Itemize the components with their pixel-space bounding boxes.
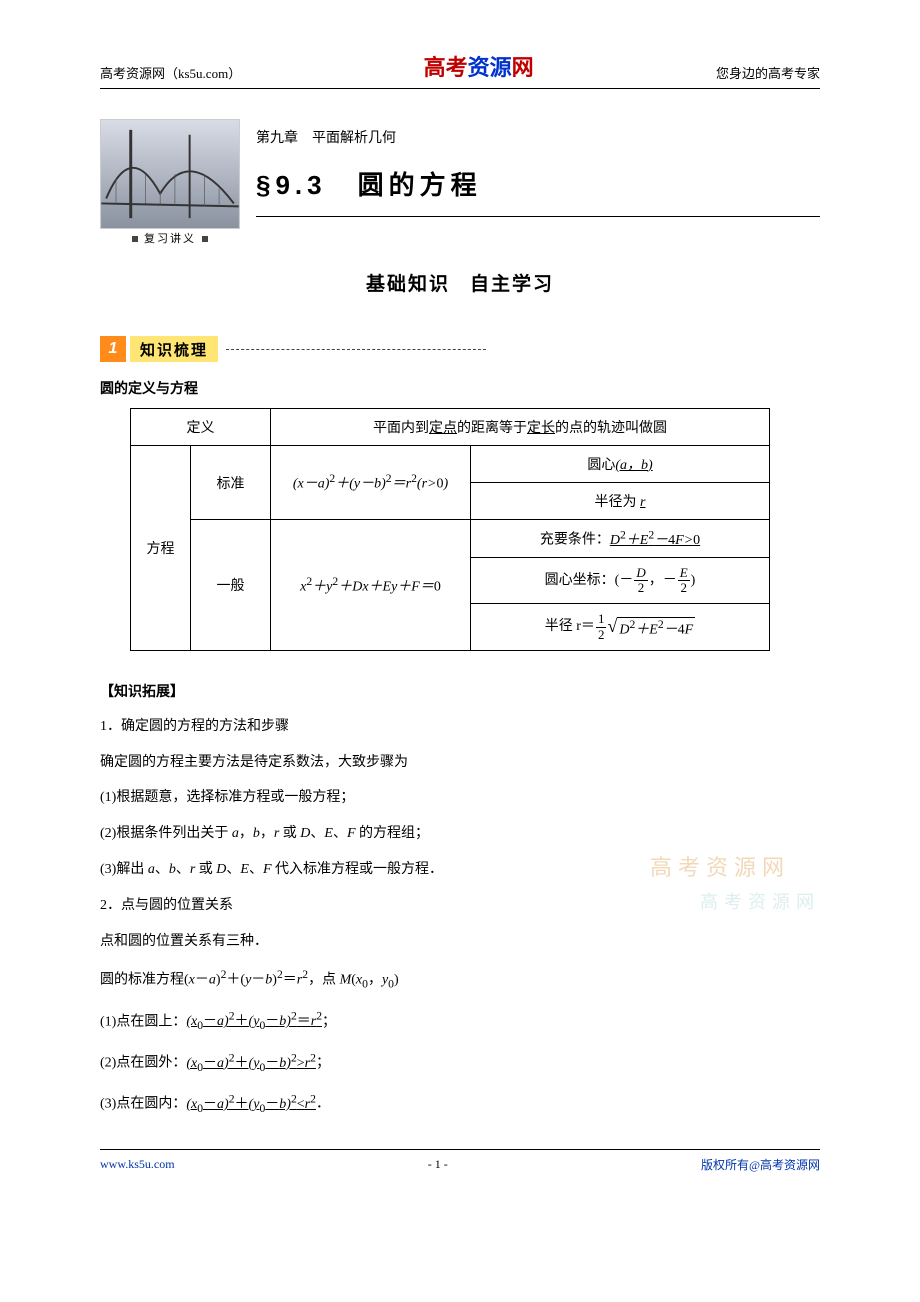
topic-heading: 圆的定义与方程 bbox=[100, 378, 820, 398]
footer-page-number: - 1 - bbox=[428, 1157, 448, 1172]
para: (3)点在圆内：(x0－a)2＋(y0－b)2<r2． bbox=[100, 1089, 820, 1118]
t: ； bbox=[322, 1014, 336, 1029]
section-title-text: 圆的方程 bbox=[358, 170, 482, 200]
t: 1 bbox=[596, 612, 607, 627]
t: ，－ bbox=[649, 573, 677, 588]
chapter-thumbnail: 复习讲义 bbox=[100, 119, 240, 229]
t: ． bbox=[316, 1097, 330, 1112]
para: 2．点与圆的位置关系 bbox=[100, 894, 820, 918]
t: ) bbox=[691, 573, 696, 588]
cell-equation-label: 方程 bbox=[131, 446, 191, 651]
logo-part3: 网 bbox=[512, 55, 534, 80]
cell-condition: 充要条件：D2＋E2－4F>0 bbox=[471, 520, 770, 558]
page-footer: www.ks5u.com - 1 - 版权所有@高考资源网 bbox=[100, 1149, 820, 1173]
cell-standard-label: 标准 bbox=[191, 446, 271, 520]
page-header: 高考资源网（ks5u.com） 高考资源网 您身边的高考专家 bbox=[100, 50, 820, 89]
divider-line bbox=[226, 349, 486, 350]
cell-definition-text: 平面内到定点的距离等于定长的点的轨迹叫做圆 bbox=[271, 409, 770, 446]
chapter-title: §9.3 圆的方程 bbox=[256, 165, 820, 217]
subsection-label: 知识梳理 bbox=[130, 336, 218, 362]
cell-general-center: 圆心坐标：(－D2，－E2) bbox=[471, 557, 770, 604]
t: 半径 r＝ bbox=[545, 619, 595, 634]
para: 1．确定圆的方程的方法和步骤 bbox=[100, 715, 820, 739]
t: 2 bbox=[678, 581, 690, 595]
para: 圆的标准方程(x－a)2＋(y－b)2＝r2，点 M(x0，y0) bbox=[100, 965, 820, 994]
footer-url: www.ks5u.com bbox=[100, 1157, 175, 1172]
t: r bbox=[640, 495, 645, 510]
cell-standard-eq: (x－a)2＋(y－b)2＝r2(r>0) bbox=[271, 446, 471, 520]
logo-part2: 资源 bbox=[468, 55, 512, 80]
para: (1)点在圆上：(x0－a)2＋(y0－b)2＝r2； bbox=[100, 1007, 820, 1036]
chapter-breadcrumb: 第九章 平面解析几何 bbox=[256, 127, 820, 147]
t: 平面内到 bbox=[373, 421, 429, 436]
t: (a，b) bbox=[615, 458, 652, 473]
logo-part1: 高考 bbox=[424, 55, 468, 80]
cell-radius: 半径为 r bbox=[471, 483, 770, 520]
extension-heading: 【知识拓展】 bbox=[100, 681, 820, 701]
section-number: §9.3 bbox=[256, 170, 327, 200]
bridge-icon bbox=[101, 120, 239, 228]
t: 2 bbox=[634, 581, 647, 595]
t: 的点的轨迹叫做圆 bbox=[555, 421, 667, 436]
t: 圆心坐标：(－ bbox=[545, 573, 634, 588]
t: 的距离等于 bbox=[457, 421, 527, 436]
t: (3)点在圆内： bbox=[100, 1097, 186, 1112]
t: (1)点在圆上： bbox=[100, 1014, 186, 1029]
header-right: 您身边的高考专家 bbox=[716, 63, 820, 82]
header-center-logo: 高考资源网 bbox=[424, 50, 534, 82]
cell-center: 圆心(a，b) bbox=[471, 446, 770, 483]
thumbnail-caption: 复习讲义 bbox=[101, 230, 239, 246]
definition-table: 定义 平面内到定点的距离等于定长的点的轨迹叫做圆 方程 标准 (x－a)2＋(y… bbox=[130, 408, 770, 651]
cell-general-label: 一般 bbox=[191, 520, 271, 651]
t: D bbox=[634, 566, 647, 581]
cell-definition-label: 定义 bbox=[131, 409, 271, 446]
subsection-number: 1 bbox=[100, 336, 126, 362]
t: D2＋E2－4F>0 bbox=[610, 533, 700, 548]
section-heading-b: 自主学习 bbox=[470, 274, 554, 295]
t: E bbox=[678, 566, 690, 581]
t: 圆心 bbox=[587, 458, 615, 473]
header-left: 高考资源网（ks5u.com） bbox=[100, 63, 241, 82]
para: (1)根据题意，选择标准方程或一般方程； bbox=[100, 786, 820, 810]
footer-copyright: 版权所有@高考资源网 bbox=[701, 1156, 820, 1173]
para: (3)解出 a、b、r 或 D、E、F 代入标准方程或一般方程． bbox=[100, 858, 820, 882]
para: 确定圆的方程主要方法是待定系数法，大致步骤为 bbox=[100, 751, 820, 775]
t: 2 bbox=[596, 628, 607, 642]
t: 半径为 bbox=[595, 495, 641, 510]
para: (2)根据条件列出关于 a，b，r 或 D、E、F 的方程组； bbox=[100, 822, 820, 846]
section-heading-a: 基础知识 bbox=[366, 274, 450, 295]
t: 充要条件： bbox=[540, 533, 610, 548]
t: 定长 bbox=[527, 421, 555, 436]
cell-general-radius: 半径 r＝12√D2＋E2－4F bbox=[471, 604, 770, 651]
t: 定点 bbox=[429, 421, 457, 436]
t: ； bbox=[316, 1056, 330, 1071]
t: (2)点在圆外： bbox=[100, 1056, 186, 1071]
para: (2)点在圆外：(x0－a)2＋(y0－b)2>r2； bbox=[100, 1048, 820, 1077]
cell-general-eq: x2＋y2＋Dx＋Ey＋F＝0 bbox=[271, 520, 471, 651]
para: 点和圆的位置关系有三种． bbox=[100, 930, 820, 954]
chapter-header: 复习讲义 第九章 平面解析几何 §9.3 圆的方程 bbox=[100, 119, 820, 229]
section-heading: 基础知识自主学习 bbox=[100, 269, 820, 296]
subsection-bar: 1 知识梳理 bbox=[100, 336, 820, 362]
